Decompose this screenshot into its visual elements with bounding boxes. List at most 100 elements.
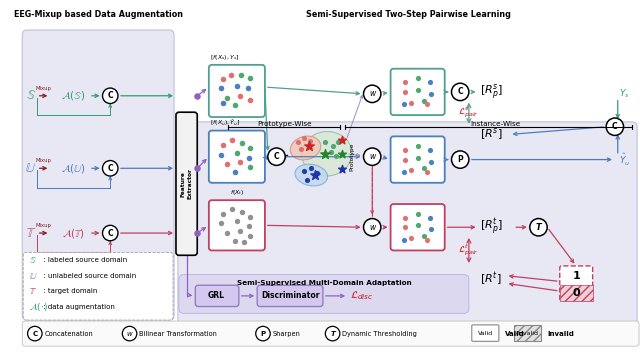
Point [413,76,423,81]
Point [413,222,423,228]
Text: : unlabeled source domain: : unlabeled source domain [40,273,136,279]
Circle shape [451,83,469,101]
FancyBboxPatch shape [209,131,265,183]
Text: $f(X_t)$: $f(X_t)$ [230,188,244,197]
Text: P: P [260,331,266,337]
Point [218,77,228,82]
Ellipse shape [301,132,352,176]
FancyBboxPatch shape [178,122,637,333]
Text: Sharpen: Sharpen [273,331,301,337]
Circle shape [451,151,469,168]
Text: $\mathcal{A}(\cdot)$: $\mathcal{A}(\cdot)$ [29,300,48,312]
Circle shape [256,326,270,341]
Point [296,146,306,152]
Point [422,169,433,175]
Text: $[f(X_u),\hat{Y}_u]$: $[f(X_u),\hat{Y}_u]$ [210,117,241,128]
Circle shape [28,326,42,341]
Text: Semi-Supervised Two-Step Pairwise Learning: Semi-Supervised Two-Step Pairwise Learni… [305,10,511,19]
Point [227,137,237,143]
Text: GRL: GRL [208,291,225,300]
Text: $[R_p^t]$: $[R_p^t]$ [481,217,503,238]
Text: Valid: Valid [505,331,524,337]
Text: w: w [369,152,375,161]
Point [236,72,246,77]
FancyBboxPatch shape [257,285,323,306]
Point [419,98,429,103]
FancyBboxPatch shape [195,285,239,306]
Text: C: C [108,228,113,238]
Point [232,219,242,224]
Point [310,172,320,178]
Text: : data augmentation: : data augmentation [40,304,115,310]
Text: $\mathbb{U}$: $\mathbb{U}$ [29,271,38,281]
FancyBboxPatch shape [22,321,639,346]
Point [243,85,253,91]
FancyBboxPatch shape [390,136,445,183]
Text: Feature
Extractor: Feature Extractor [181,168,193,199]
Point [320,139,330,145]
Text: $\mathcal{A}(\mathbb{S})$: $\mathcal{A}(\mathbb{S})$ [61,89,86,102]
Point [337,166,348,172]
Point [222,95,232,101]
Text: Invalid: Invalid [517,331,538,336]
Point [232,83,242,89]
Point [302,177,312,183]
Point [192,166,202,171]
Circle shape [102,161,118,176]
Text: Bilinear Transformation: Bilinear Transformation [140,331,217,337]
Text: Mixup: Mixup [36,86,51,91]
Point [413,211,423,216]
FancyBboxPatch shape [390,204,445,251]
Point [230,169,240,175]
Text: $\mathbb{S}$: $\mathbb{S}$ [29,255,37,265]
Text: Prototype-Wise: Prototype-Wise [257,121,312,127]
Point [237,209,247,215]
FancyBboxPatch shape [390,69,445,115]
Text: $[R^t]$: $[R^t]$ [481,271,502,288]
Text: Mixup: Mixup [36,158,51,163]
Text: Dynamic Thresholding: Dynamic Thresholding [342,331,417,337]
Point [304,143,314,149]
Point [413,155,423,161]
Point [245,214,255,220]
Point [305,138,316,144]
Point [298,168,308,174]
Point [399,237,409,243]
Text: w: w [369,223,375,232]
Text: C: C [32,331,37,337]
Point [419,166,429,171]
Text: Mixup: Mixup [36,223,51,228]
FancyBboxPatch shape [209,200,265,251]
Point [426,226,436,232]
Circle shape [364,148,381,166]
Point [245,76,255,81]
Point [227,206,237,212]
Text: $[f(X_s),Y_s]$: $[f(X_s),Y_s]$ [210,53,239,62]
Text: Discriminator: Discriminator [260,291,319,300]
Text: C: C [458,88,463,96]
Text: P: P [458,155,463,164]
Text: T: T [330,331,335,337]
Text: $\mathcal{L}^t_{pair}$: $\mathcal{L}^t_{pair}$ [458,243,479,258]
Point [422,102,433,107]
FancyBboxPatch shape [560,266,593,301]
Point [422,237,433,243]
Point [425,79,435,85]
Text: w: w [127,331,132,337]
Text: Instance-Wise: Instance-Wise [470,121,520,127]
Point [419,233,429,239]
Point [192,230,202,236]
Point [235,93,245,98]
Text: $\mathbb{U}$: $\mathbb{U}$ [26,162,36,175]
Circle shape [268,148,285,166]
Point [320,151,330,157]
Point [400,79,410,85]
Text: Valid: Valid [478,331,493,336]
Text: C: C [108,164,113,173]
Point [406,100,416,105]
FancyBboxPatch shape [209,65,265,117]
FancyBboxPatch shape [179,275,469,313]
Circle shape [325,326,340,341]
Text: $\mathcal{A}(\mathbb{U})$: $\mathcal{A}(\mathbb{U})$ [61,162,86,175]
Ellipse shape [291,136,321,160]
